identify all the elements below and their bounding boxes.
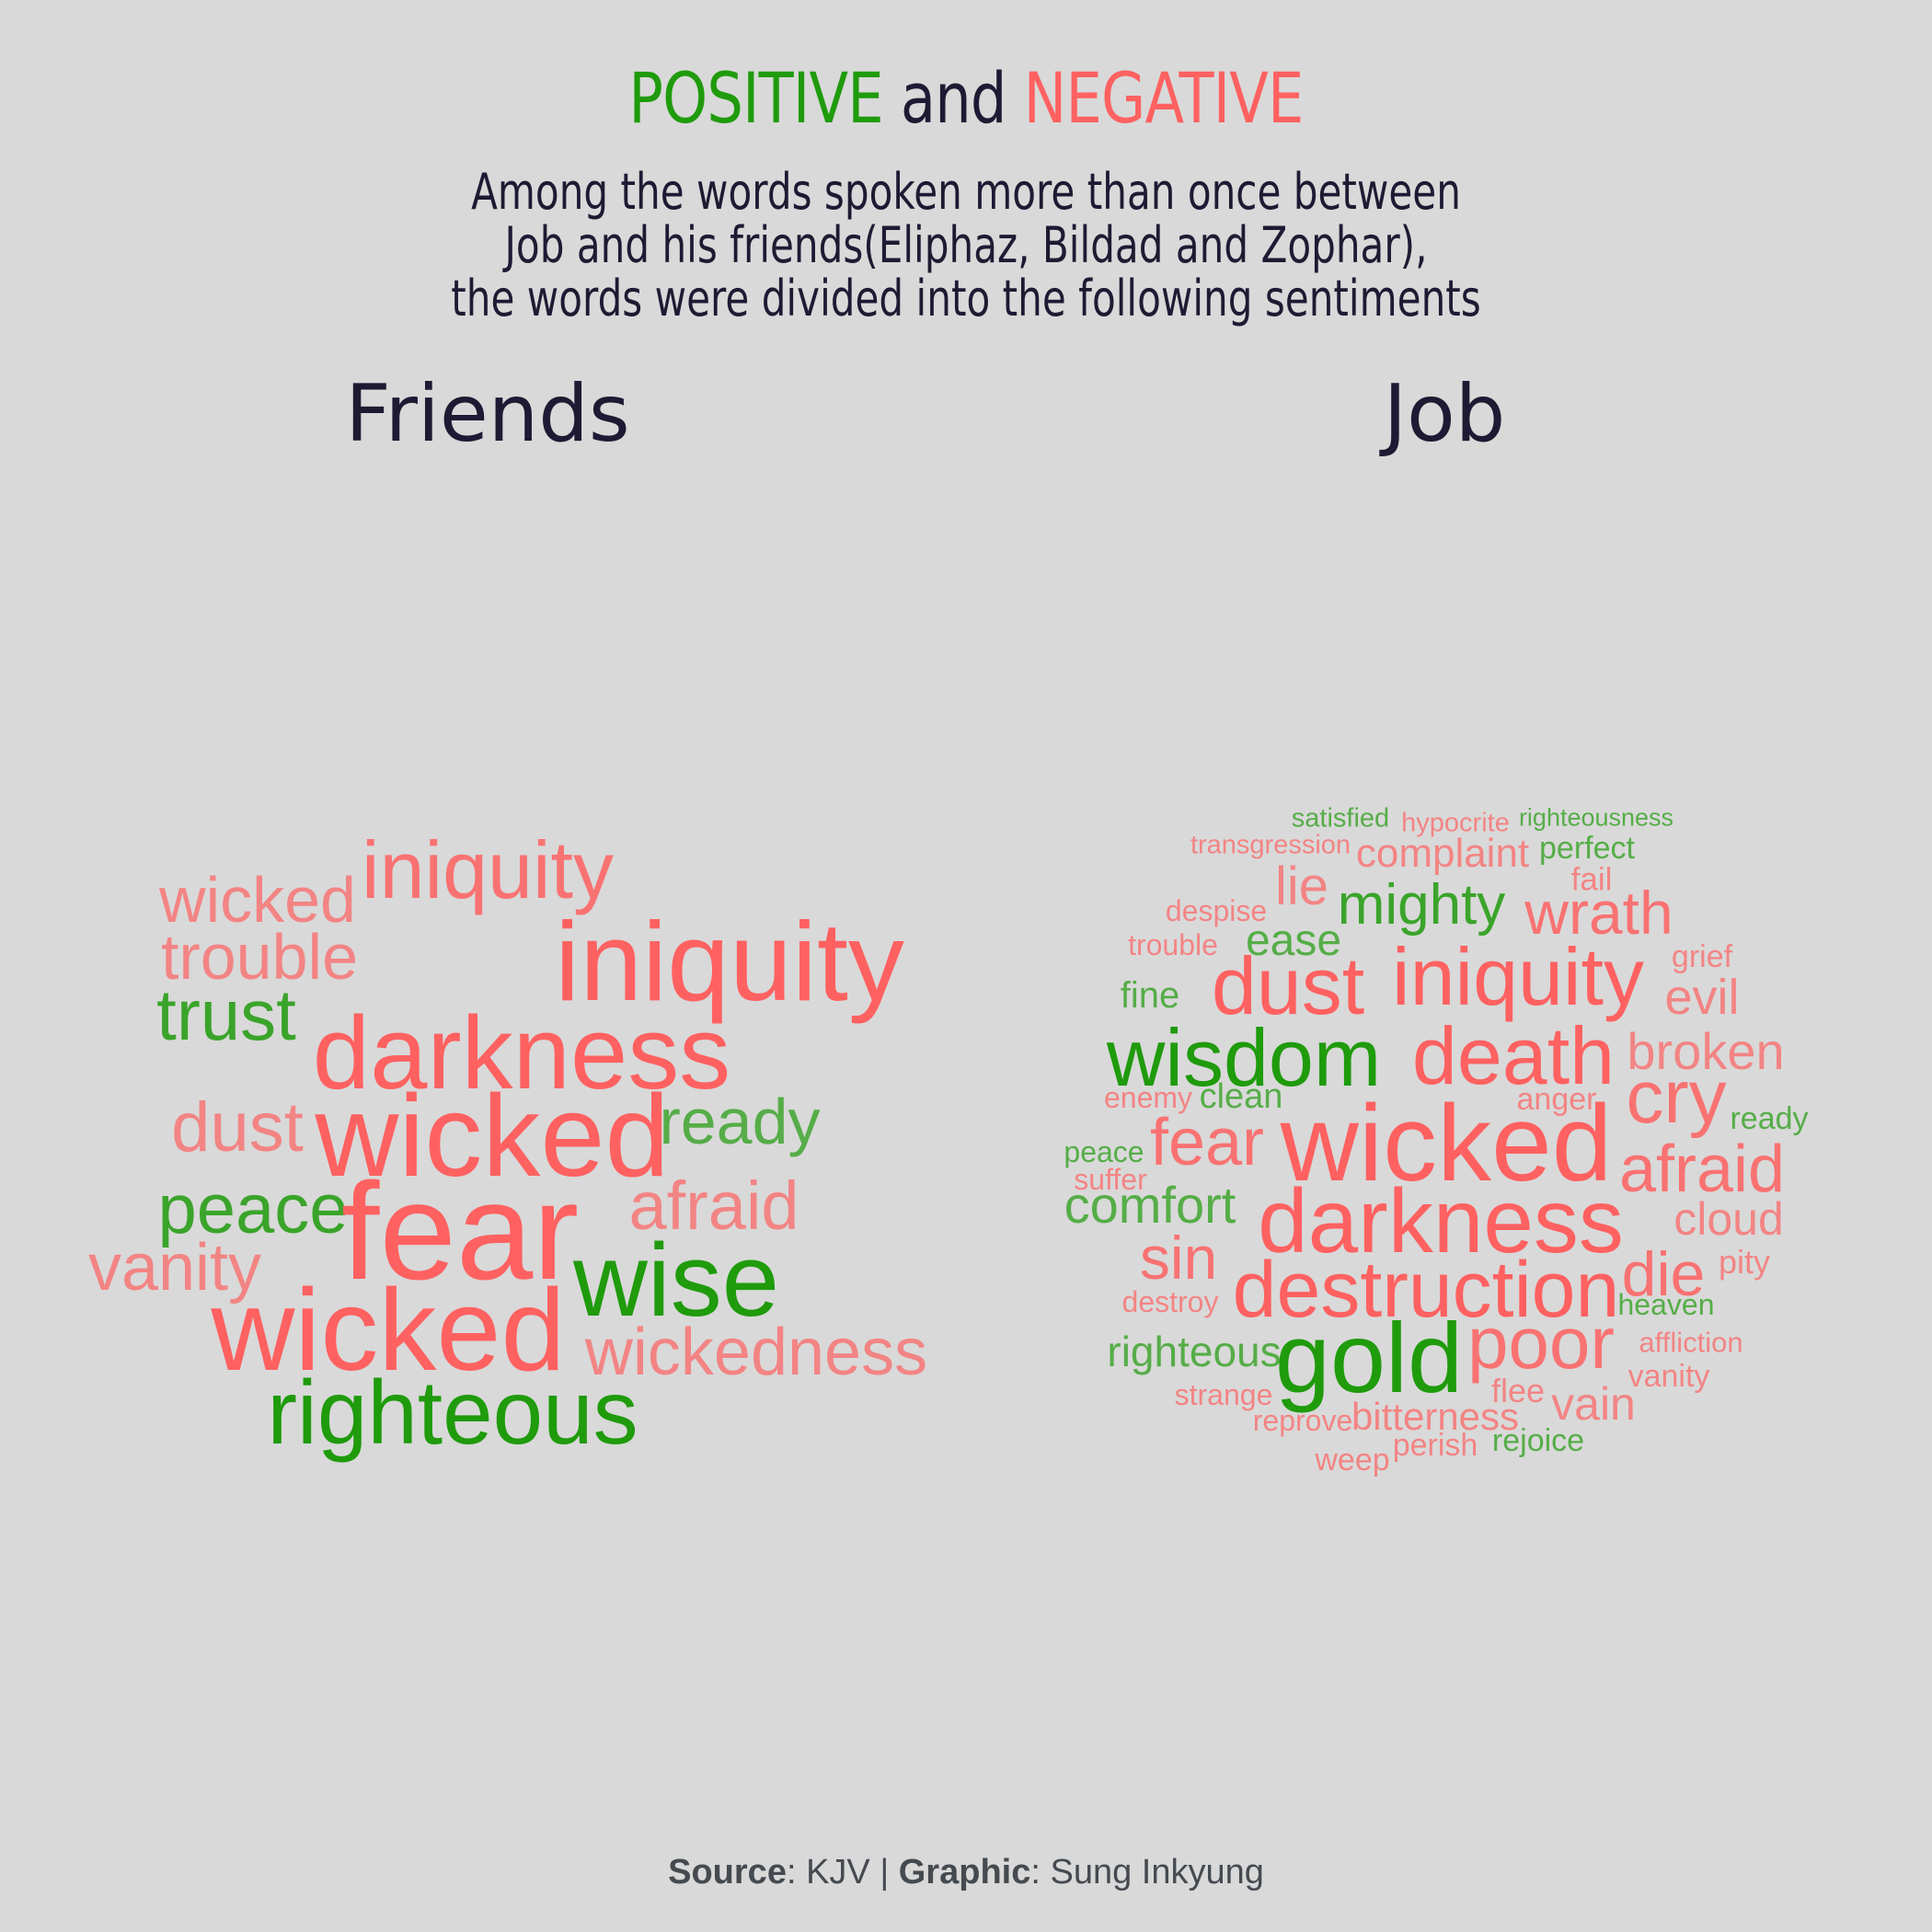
job-word-darkness: darkness bbox=[1258, 1170, 1624, 1271]
friends-word-vanity: vanity bbox=[87, 1231, 262, 1305]
job-word-perfect: perfect bbox=[1539, 831, 1635, 866]
job-word-lie: lie bbox=[1274, 857, 1329, 916]
job-word-grief: grief bbox=[1671, 939, 1733, 974]
job-word-destruction: destruction bbox=[1232, 1246, 1620, 1334]
title-and: and bbox=[900, 57, 1007, 139]
job-word-peace: peace bbox=[1064, 1135, 1144, 1168]
chart-subtitle: Among the words spoken more than once be… bbox=[213, 166, 1719, 326]
job-word-poor: poor bbox=[1466, 1302, 1616, 1384]
panel-label-friends: Friends bbox=[345, 368, 630, 460]
title-negative: NEGATIVE bbox=[1023, 57, 1305, 139]
job-word-transgression: transgression bbox=[1190, 830, 1351, 860]
job-word-wrath: wrath bbox=[1524, 879, 1673, 947]
job-word-iniquity: iniquity bbox=[1392, 931, 1644, 1022]
job-word-enemy: enemy bbox=[1103, 1081, 1193, 1114]
friends-word-trust: trust bbox=[156, 974, 296, 1055]
job-word-righteous: righteous bbox=[1107, 1328, 1282, 1375]
job-word-dust: dust bbox=[1211, 940, 1365, 1031]
footer-source-label: Source bbox=[668, 1853, 787, 1892]
job-word-fail: fail bbox=[1570, 861, 1613, 898]
job-word-gold: gold bbox=[1274, 1302, 1464, 1413]
job-word-despise: despise bbox=[1165, 894, 1268, 927]
job-word-wisdom: wisdom bbox=[1106, 1012, 1382, 1103]
title-positive: POSITIVE bbox=[628, 57, 883, 139]
job-word-fear: fear bbox=[1149, 1106, 1265, 1179]
job-word-sin: sin bbox=[1139, 1224, 1218, 1292]
friends-word-iniquity: iniquity bbox=[555, 899, 904, 1024]
friends-word-dust: dust bbox=[171, 1088, 304, 1167]
job-word-strange: strange bbox=[1174, 1378, 1273, 1411]
job-word-flee: flee bbox=[1490, 1372, 1546, 1409]
friends-word-ready: ready bbox=[659, 1086, 821, 1157]
job-word-hypocrite: hypocrite bbox=[1401, 808, 1510, 838]
friends-word-wickedness: wickedness bbox=[584, 1316, 928, 1389]
job-word-afraid: afraid bbox=[1618, 1133, 1786, 1206]
job-word-heaven: heaven bbox=[1617, 1288, 1715, 1321]
job-word-trouble: trouble bbox=[1128, 928, 1218, 961]
job-word-complaint: complaint bbox=[1355, 831, 1530, 876]
job-word-weep: weep bbox=[1315, 1443, 1390, 1478]
job-word-fine: fine bbox=[1120, 975, 1180, 1016]
friends-word-darkness: darkness bbox=[312, 995, 731, 1110]
job-word-suffer: suffer bbox=[1074, 1163, 1147, 1196]
friends-word-wicked: wicked bbox=[159, 864, 356, 936]
job-word-wicked: wicked bbox=[1280, 1083, 1613, 1204]
subtitle-line-1: Among the words spoken more than once be… bbox=[471, 163, 1461, 221]
job-word-mighty: mighty bbox=[1337, 873, 1506, 937]
footer-graphic-label: Graphic bbox=[898, 1853, 1031, 1892]
job-word-evil: evil bbox=[1664, 970, 1740, 1025]
footer-source-value: : KJV | bbox=[786, 1853, 899, 1892]
job-word-reprove: reprove bbox=[1252, 1404, 1353, 1437]
job-word-anger: anger bbox=[1516, 1082, 1597, 1117]
job-word-ease: ease bbox=[1245, 916, 1342, 965]
job-word-righteousness: righteousness bbox=[1518, 803, 1674, 832]
subtitle-line-3: the words were divided into the followin… bbox=[451, 270, 1481, 328]
job-word-die: die bbox=[1621, 1239, 1706, 1309]
job-word-vain: vain bbox=[1551, 1378, 1636, 1430]
panel-label-job: Job bbox=[1383, 368, 1506, 460]
friends-word-iniquity: iniquity bbox=[362, 824, 614, 915]
job-word-cry: cry bbox=[1626, 1055, 1727, 1139]
job-word-pity: pity bbox=[1718, 1243, 1771, 1281]
chart-title: POSITIVE and NEGATIVE bbox=[174, 57, 1758, 139]
job-word-broken: broken bbox=[1627, 1022, 1785, 1080]
footer-credits: Source: KJV | Graphic: Sung Inkyung bbox=[0, 1853, 1932, 1892]
friends-word-afraid: afraid bbox=[628, 1167, 799, 1244]
friends-word-wise: wise bbox=[572, 1223, 780, 1338]
job-word-satisfied: satisfied bbox=[1291, 803, 1390, 834]
job-word-destroy: destroy bbox=[1121, 1285, 1219, 1318]
friends-word-trouble: trouble bbox=[160, 921, 359, 993]
footer-graphic-value: : Sung Inkyung bbox=[1030, 1853, 1264, 1892]
job-word-ready: ready bbox=[1730, 1101, 1809, 1136]
friends-word-wicked: wicked bbox=[211, 1265, 566, 1395]
job-word-affliction: affliction bbox=[1639, 1326, 1743, 1359]
job-word-bitterness: bitterness bbox=[1351, 1395, 1520, 1438]
job-word-rejoice: rejoice bbox=[1491, 1423, 1585, 1458]
job-word-vanity: vanity bbox=[1627, 1359, 1710, 1394]
job-word-perish: perish bbox=[1392, 1428, 1478, 1463]
job-word-death: death bbox=[1411, 1010, 1616, 1101]
friends-word-wicked: wicked bbox=[315, 1071, 670, 1201]
job-word-comfort: comfort bbox=[1064, 1176, 1236, 1234]
friends-word-peace: peace bbox=[157, 1170, 349, 1248]
job-word-clean: clean bbox=[1199, 1077, 1283, 1116]
friends-word-fear: fear bbox=[340, 1154, 580, 1308]
subtitle-line-2: Job and his friends(Eliphaz, Bildad and … bbox=[504, 216, 1428, 274]
friends-word-righteous: righteous bbox=[267, 1362, 638, 1463]
job-word-cloud: cloud bbox=[1673, 1193, 1784, 1245]
